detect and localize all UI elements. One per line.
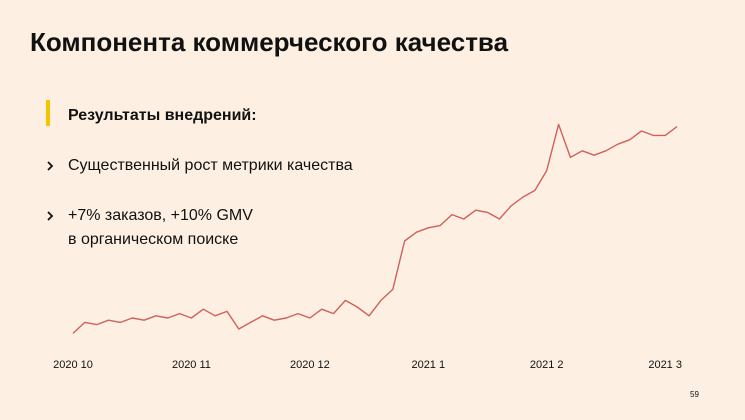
section-heading: Результаты внедрений: <box>68 107 257 124</box>
x-tick-label: 2020 10 <box>53 359 93 371</box>
page-number: 59 <box>690 390 699 399</box>
x-tick-label: 2021 1 <box>411 359 445 371</box>
slide-title: Компонента коммерческого качества <box>30 27 509 57</box>
bullet-text: +7% заказов, +10% GMV <box>68 207 253 224</box>
x-tick-label: 2021 2 <box>530 359 564 371</box>
x-tick-label: 2021 3 <box>648 359 682 371</box>
x-tick-label: 2020 12 <box>290 359 330 371</box>
bullet-text: в органическом поиске <box>68 231 238 248</box>
bullet-chevron <box>47 161 54 171</box>
bullet-chevron <box>47 211 54 221</box>
data-line <box>72 123 678 334</box>
x-tick-label: 2020 11 <box>172 359 211 371</box>
accent-bar <box>46 100 50 126</box>
bullet-text: Существенный рост метрики качества <box>68 157 353 174</box>
